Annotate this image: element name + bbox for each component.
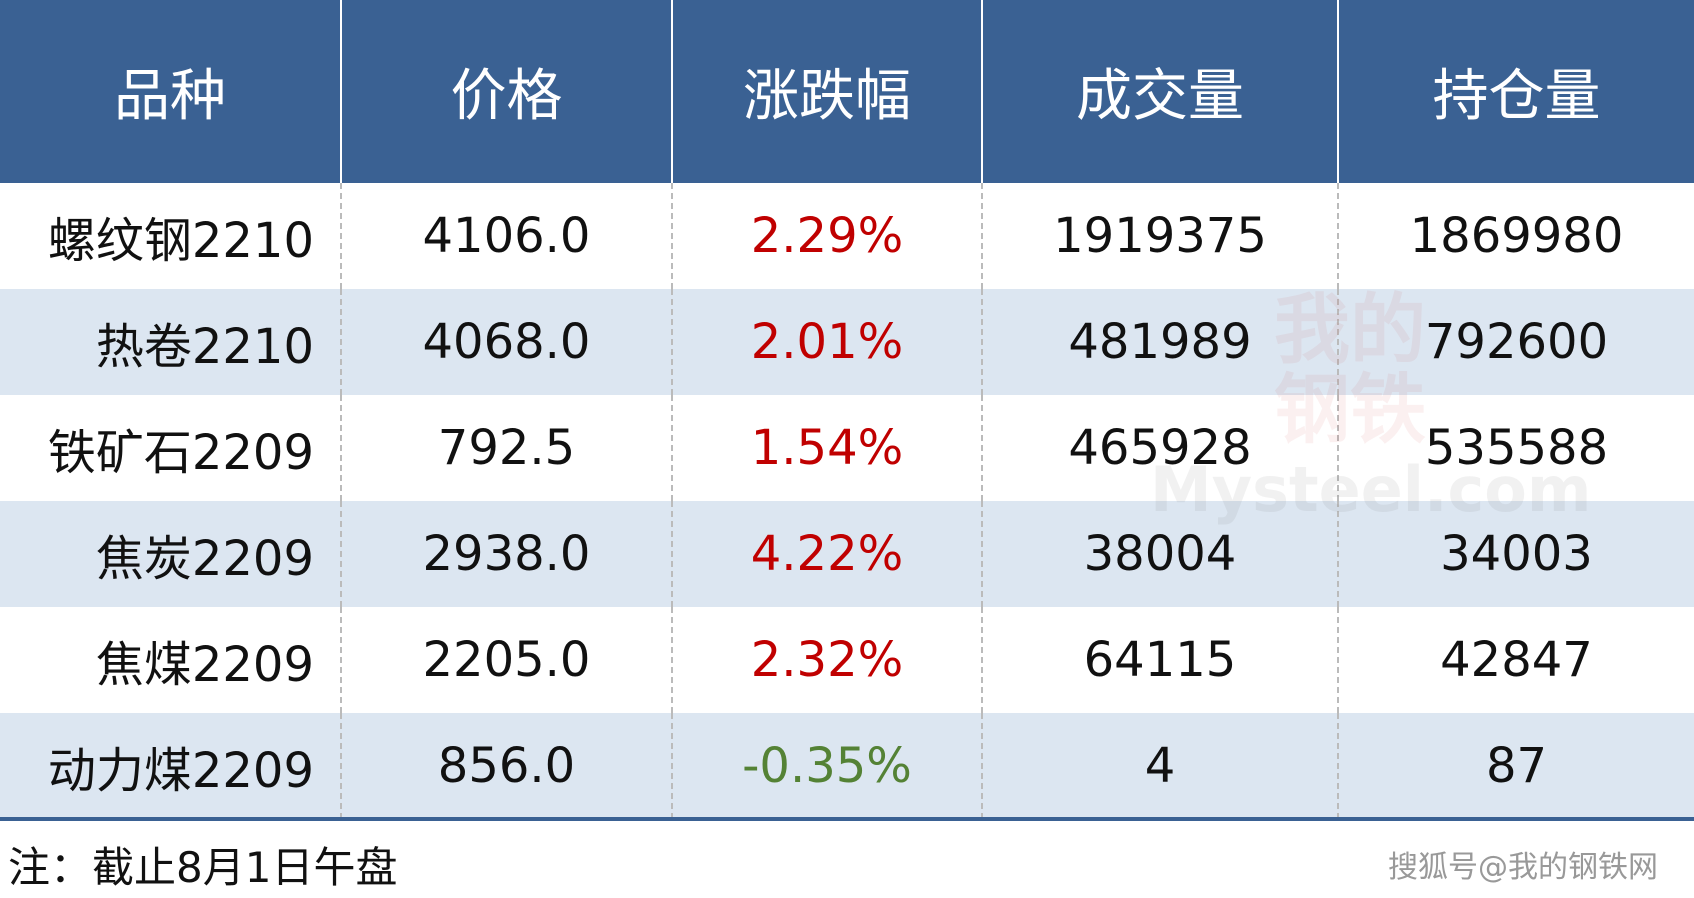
table-cell: 4.22%: [671, 501, 982, 607]
table-cell: 481989: [981, 289, 1338, 395]
table-cell: 856.0: [340, 713, 672, 819]
table-cell: 535588: [1337, 395, 1694, 501]
table-cell: 1.54%: [671, 395, 982, 501]
table-cell: -0.35%: [671, 713, 982, 819]
table-body: 螺纹钢2210 4106.0 2.29% 1919375 1869980 热卷2210 40…: [0, 183, 1694, 819]
data-table: 品种 价格 涨跌幅 成交量 持仓量 螺纹钢2210 4106.0 2.29% 1919375 1…: [0, 0, 1694, 819]
table-cell: 792600: [1337, 289, 1694, 395]
table-cell: 4068.0: [340, 289, 672, 395]
header-cell: 成交量: [981, 0, 1338, 183]
table-row: 热卷2210 4068.0 2.01% 481989 792600: [0, 289, 1694, 395]
table-row: 铁矿石2209 792.5 1.54% 465928 535588: [0, 395, 1694, 501]
table-row: 焦炭2209 2938.0 4.22% 38004 34003: [0, 501, 1694, 607]
table-cell: 4106.0: [340, 183, 672, 289]
table-cell: 34003: [1337, 501, 1694, 607]
source: 搜狐号@我的钢铁网: [1388, 850, 1658, 885]
table-cell: 64115: [981, 607, 1338, 713]
table-cell: 1869980: [1337, 183, 1694, 289]
header-cell: 持仓量: [1337, 0, 1694, 183]
table-cell: 焦炭2209: [0, 501, 341, 607]
header-row: 品种 价格 涨跌幅 成交量 持仓量: [0, 0, 1694, 183]
table-cell: 热卷2210: [0, 289, 341, 395]
table-cell: 2205.0: [340, 607, 672, 713]
bottom-rule: [0, 817, 1694, 821]
header-cell: 涨跌幅: [671, 0, 982, 183]
table-cell: 螺纹钢2210: [47, 213, 314, 269]
header-cell: 品种: [0, 0, 341, 183]
table-cell: 465928: [981, 395, 1338, 501]
table-cell: 4: [981, 713, 1338, 819]
table-cell: 2938.0: [340, 501, 672, 607]
footnote: 注：截止8月1日午盘: [8, 843, 398, 892]
table-cell: 38004: [981, 501, 1338, 607]
table-cell: 2.01%: [671, 289, 982, 395]
table-cell: 87: [1337, 713, 1694, 819]
table-cell: 42847: [1337, 607, 1694, 713]
table-row: 螺纹钢2210 4106.0 2.29% 1919375 1869980: [0, 183, 1694, 289]
table-cell: 铁矿石2209: [47, 425, 314, 481]
table-cell: 792.5: [340, 395, 672, 501]
table-cell: 2.29%: [671, 183, 982, 289]
table-cell: 焦煤2209: [95, 637, 314, 693]
table-cell: 1919375: [981, 183, 1338, 289]
header-cell: 价格: [340, 0, 672, 183]
table-cell: 2.32%: [671, 607, 982, 713]
table-cell: 动力煤2209: [0, 713, 341, 819]
table-row: 动力煤2209 856.0 -0.35% 4 87: [0, 713, 1694, 819]
table-row: 焦煤2209 2205.0 2.32% 64115 42847: [0, 607, 1694, 713]
